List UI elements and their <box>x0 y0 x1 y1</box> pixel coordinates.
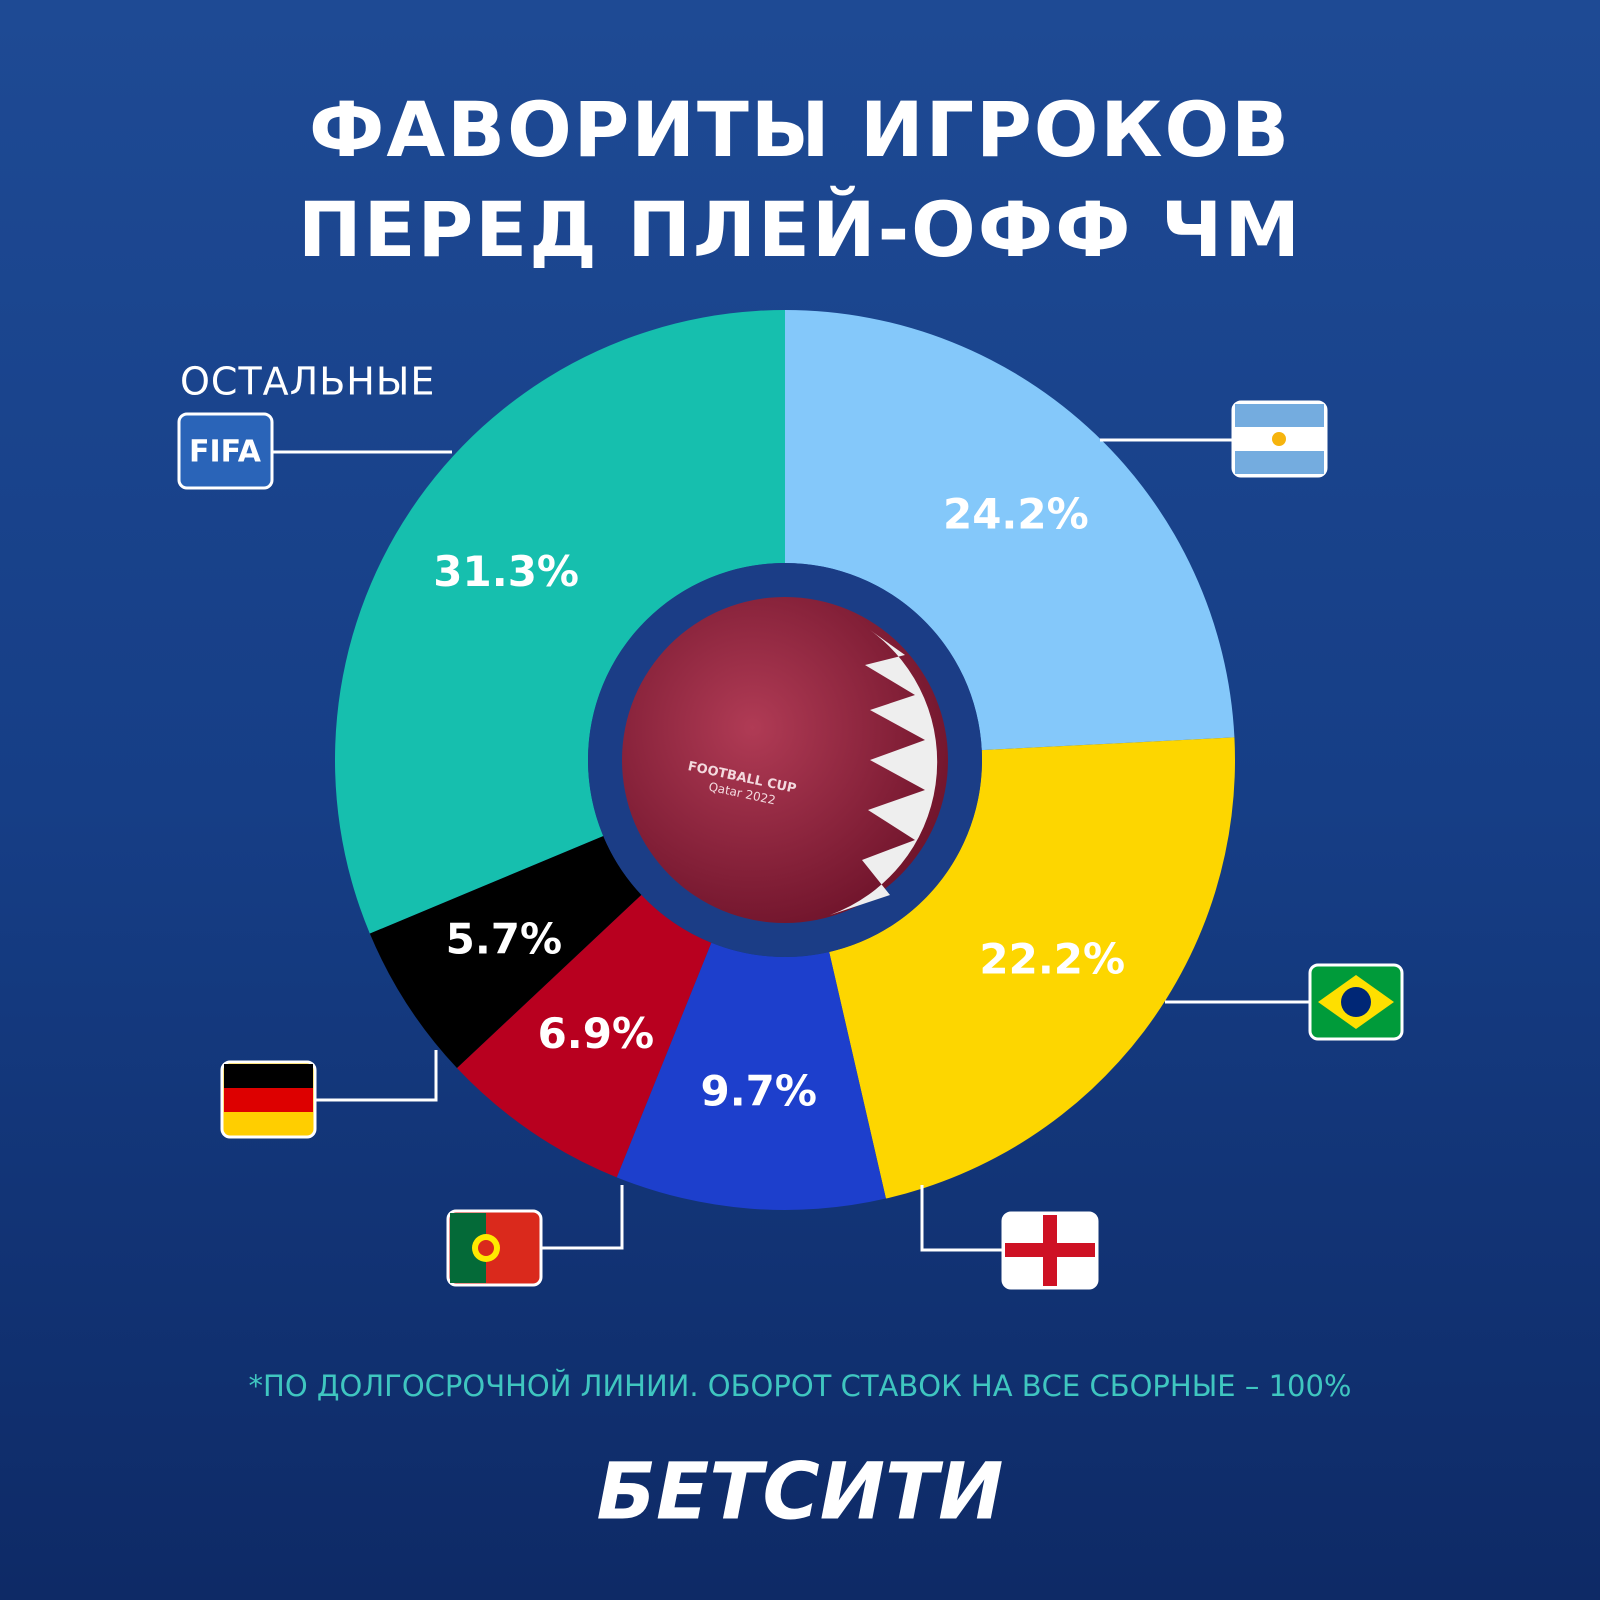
footnote: *ПО ДОЛГОСРОЧНОЙ ЛИНИИ. ОБОРОТ СТАВОК НА… <box>249 1369 1352 1403</box>
value-label: 24.2% <box>943 490 1089 539</box>
donut-segment <box>334 310 785 934</box>
flag-portugal <box>446 1209 543 1287</box>
donut <box>334 310 1235 1210</box>
flag-brazil <box>1308 963 1404 1041</box>
leader-line <box>315 1050 438 1102</box>
brand: БЕТСИТИ <box>597 1447 1004 1537</box>
chart-title: ФАВОРИТЫ ИГРОКОВ <box>309 85 1291 174</box>
flag-germany <box>220 1060 317 1139</box>
flag-england <box>1001 1211 1099 1290</box>
value-label: 5.7% <box>446 915 562 964</box>
badge-text: FIFA <box>189 435 262 470</box>
value-label: 31.3% <box>433 547 579 596</box>
ball <box>622 597 948 923</box>
value-label: 6.9% <box>538 1009 654 1058</box>
donut-segment <box>829 737 1235 1199</box>
donut-segment <box>369 835 642 1069</box>
leader-line <box>541 1185 624 1250</box>
leader-line <box>920 1185 1003 1252</box>
donut-segment <box>616 942 886 1210</box>
chart-title: ПЕРЕД ПЛЕЙ-ОФФ ЧМ <box>298 185 1302 274</box>
donut-segment <box>785 310 1235 751</box>
value-label: 9.7% <box>700 1066 816 1115</box>
donut-segment <box>456 894 712 1178</box>
category-label: ОСТАЛЬНЫЕ <box>180 360 435 404</box>
fifa-badge: FIFA <box>177 412 274 490</box>
value-label: 22.2% <box>979 934 1125 983</box>
flag-argentina <box>1231 400 1328 478</box>
ball-white <box>830 630 938 915</box>
